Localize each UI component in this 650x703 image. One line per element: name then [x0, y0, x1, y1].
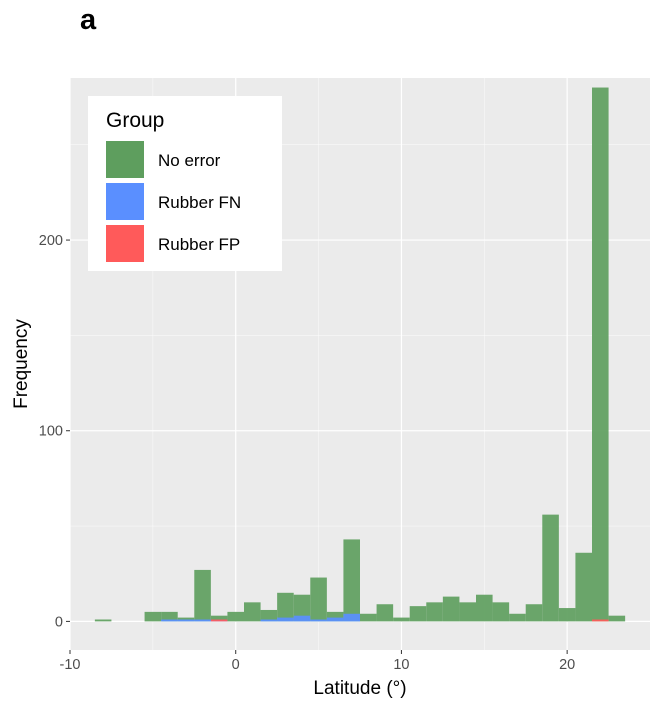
histogram-bar: [310, 619, 327, 622]
histogram-bar: [260, 619, 278, 622]
histogram-bar: [608, 615, 626, 622]
histogram-bar: [293, 594, 311, 622]
histogram-bar: [210, 619, 228, 622]
x-tick-label: -10: [60, 657, 81, 673]
legend: Group No error Rubber FN Rubber FP: [88, 96, 282, 271]
legend-key: [106, 141, 144, 178]
histogram-bar: [293, 615, 311, 622]
histogram-bar: [459, 602, 476, 622]
histogram-bar: [393, 617, 410, 622]
x-tick-label: 20: [559, 657, 575, 673]
histogram-bar: [144, 611, 162, 622]
histogram-bar: [244, 602, 261, 622]
histogram-bar: [409, 606, 427, 622]
histogram-bar: [542, 514, 559, 622]
histogram-bar: [343, 539, 360, 622]
x-tick-label: 10: [393, 657, 409, 673]
histogram-bar: [326, 617, 344, 622]
histogram-bar: [592, 619, 609, 622]
histogram-bar: [426, 602, 443, 622]
histogram-bar: [343, 613, 360, 622]
histogram-bar: [94, 619, 112, 622]
histogram-bar: [161, 611, 178, 622]
legend-title: Group: [106, 109, 164, 132]
histogram-bar: [442, 596, 460, 622]
histogram-bar: [476, 594, 493, 622]
histogram-bar: [194, 619, 211, 622]
series-rubber-fp: [210, 619, 609, 622]
histogram-bar: [177, 619, 195, 622]
histogram-bar: [310, 577, 327, 622]
histogram-bar: [558, 608, 576, 622]
legend-label: No error: [158, 151, 221, 170]
x-axis-title: Latitude (°): [313, 678, 406, 699]
histogram-bar: [525, 604, 543, 622]
y-tick-label: 100: [39, 424, 63, 440]
histogram-bar: [376, 604, 394, 622]
histogram-bar: [277, 617, 294, 622]
legend-label: Rubber FN: [158, 193, 241, 212]
histogram-bar: [509, 613, 526, 622]
legend-key: [106, 183, 144, 220]
histogram-bar: [210, 615, 228, 622]
histogram-bar: [227, 611, 244, 622]
series-no-error: [94, 87, 626, 622]
histogram-bar: [161, 619, 178, 622]
histogram-bar: [592, 87, 609, 622]
legend-key: [106, 225, 144, 262]
histogram-bar: [194, 569, 211, 622]
y-tick-label: 200: [39, 233, 63, 249]
x-tick-label: 0: [232, 657, 240, 673]
histogram-bar: [260, 609, 278, 622]
legend-label: Rubber FP: [158, 235, 240, 254]
histogram-bar: [360, 613, 377, 622]
y-axis-title: Frequency: [11, 319, 32, 409]
histogram-bar: [492, 602, 510, 622]
histogram-bar: [326, 611, 344, 622]
histogram-bar: [277, 592, 294, 622]
histogram-bar: [575, 552, 592, 622]
panel-letter: a: [80, 4, 97, 36]
y-tick-label: 0: [55, 614, 63, 630]
